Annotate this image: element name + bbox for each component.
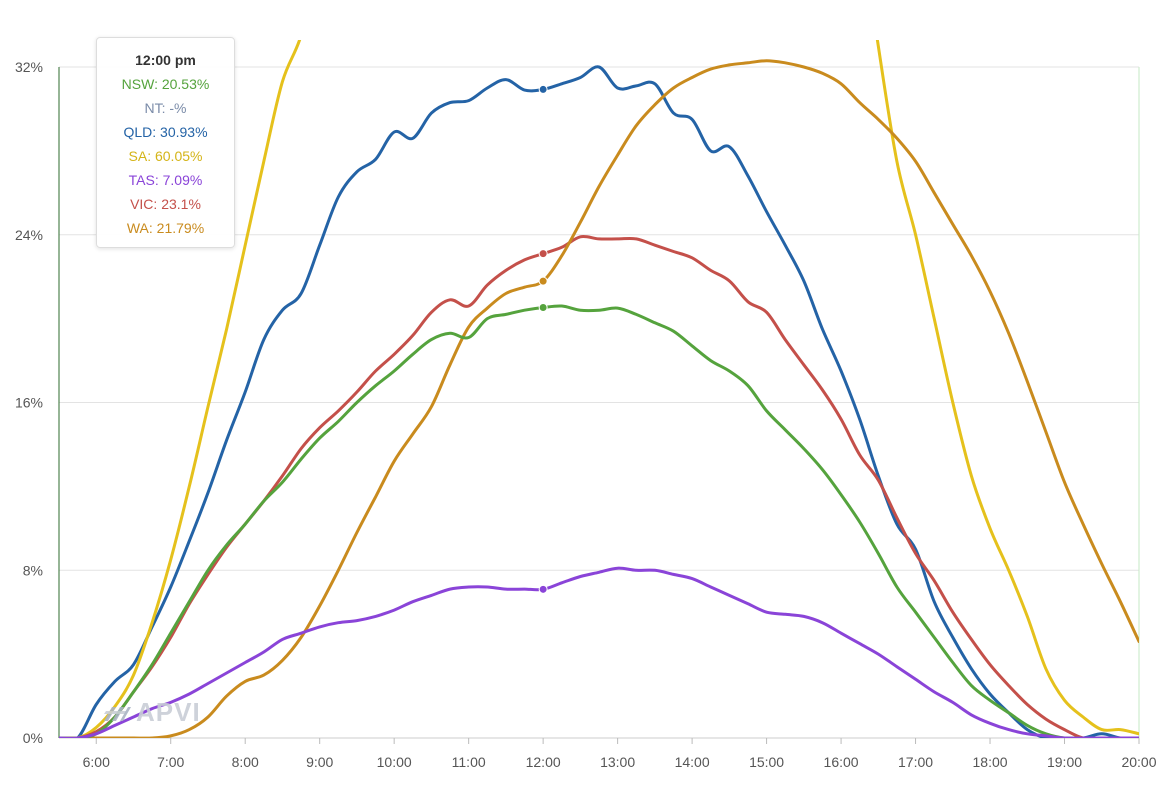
- y-tick-label: 16%: [15, 395, 43, 411]
- x-tick-label: 16:00: [824, 754, 859, 770]
- y-tick-label: 24%: [15, 227, 43, 243]
- apvi-watermark: APVI: [102, 697, 201, 728]
- series-line-vic: [59, 234, 1139, 738]
- x-tick-label: 14:00: [675, 754, 710, 770]
- highlight-point-nsw: [538, 303, 548, 313]
- x-tick-label: 10:00: [377, 754, 412, 770]
- x-tick-label: 9:00: [306, 754, 333, 770]
- x-tick-label: 17:00: [898, 754, 933, 770]
- x-tick-label: 6:00: [83, 754, 110, 770]
- hover-tooltip: 12:00 pm NSW: 20.53% NT: -% QLD: 30.93% …: [96, 37, 235, 248]
- x-tick-label: 15:00: [749, 754, 784, 770]
- highlight-point-tas: [538, 584, 548, 594]
- y-tick-label: 0%: [23, 730, 43, 746]
- apvi-logo-icon: [104, 707, 131, 721]
- x-tick-label: 12:00: [526, 754, 561, 770]
- x-tick-label: 11:00: [452, 754, 486, 770]
- x-tick-label: 8:00: [232, 754, 259, 770]
- highlight-point-vic: [538, 249, 548, 259]
- tooltip-row-vic: VIC: 23.1%: [130, 196, 201, 212]
- tooltip-title: 12:00 pm: [135, 52, 196, 68]
- x-tick-label: 19:00: [1047, 754, 1082, 770]
- highlight-point-qld: [538, 84, 548, 94]
- tooltip-row-nsw: NSW: 20.53%: [121, 76, 210, 92]
- series-line-qld: [59, 65, 1139, 738]
- highlight-point-wa: [538, 276, 548, 286]
- tooltip-row-wa: WA: 21.79%: [126, 220, 205, 236]
- highlight-points-layer: [538, 84, 548, 594]
- x-tick-label: 18:00: [973, 754, 1008, 770]
- series-line-tas: [59, 566, 1139, 738]
- x-tick-label: 20:00: [1121, 754, 1156, 770]
- tooltip-row-qld: QLD: 30.93%: [123, 124, 208, 140]
- x-tick-label: 7:00: [157, 754, 184, 770]
- series-layer: [59, 40, 1139, 738]
- tooltip-row-tas: TAS: 7.09%: [128, 172, 203, 188]
- series-line-nsw: [59, 304, 1139, 738]
- watermark-text: APVI: [136, 697, 201, 727]
- series-line-sa: [875, 40, 1139, 736]
- x-tick-label: 13:00: [600, 754, 635, 770]
- series-line-wa: [59, 59, 1139, 738]
- y-tick-label: 8%: [23, 562, 43, 578]
- y-tick-label: 32%: [15, 59, 43, 75]
- axes-layer: 0% 8% 16% 24% 32% 6:00 7:00 8:00 9:00 10:00 11:00 1…: [15, 59, 1157, 770]
- tooltip-row-sa: SA: 60.05%: [128, 148, 203, 164]
- tooltip-row-nt: NT: -%: [144, 100, 187, 116]
